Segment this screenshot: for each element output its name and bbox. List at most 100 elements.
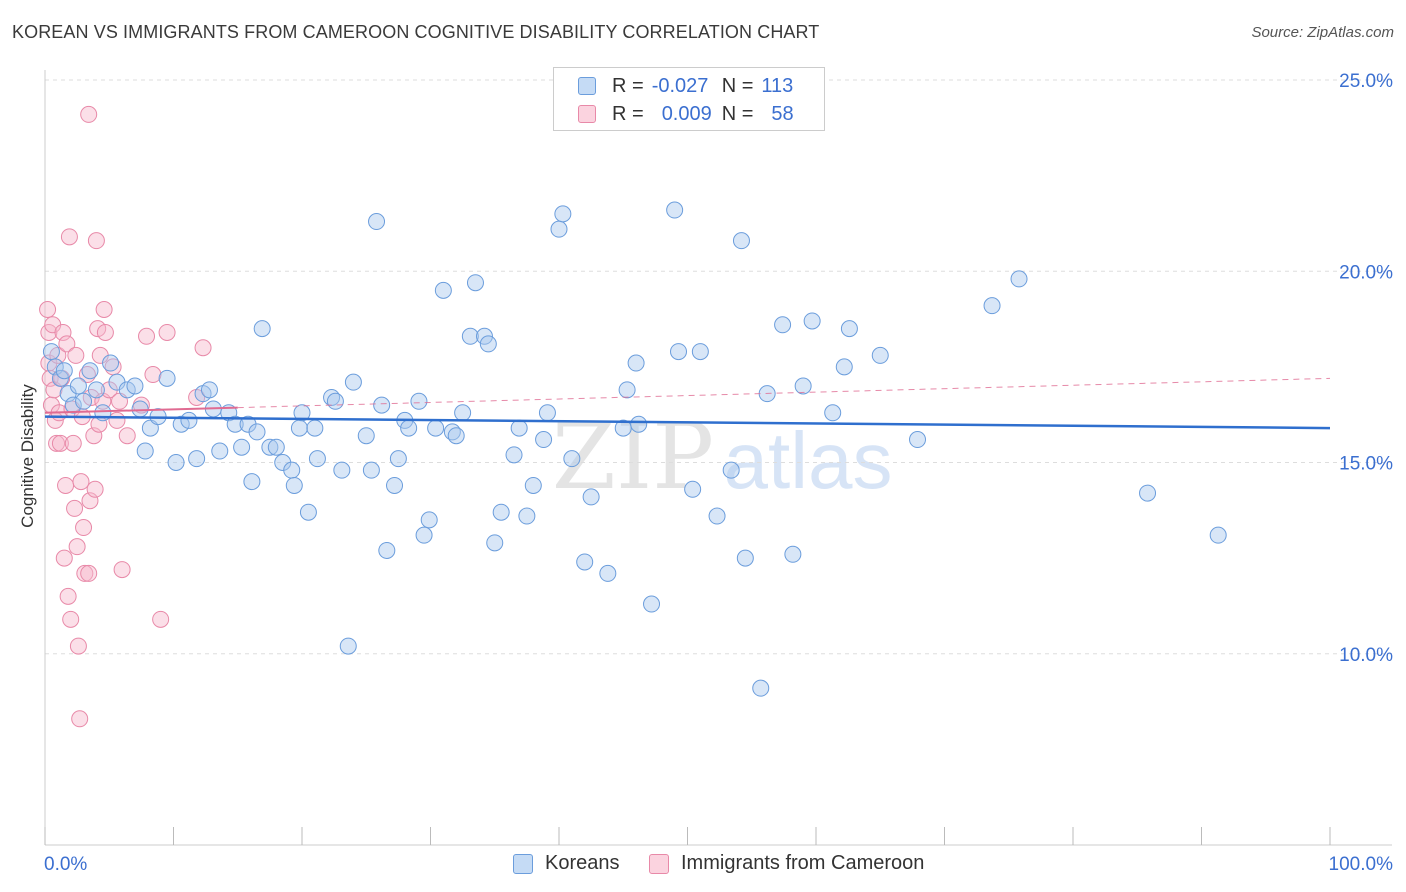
data-point-koreans (554, 205, 572, 223)
data-point-cameroon (194, 339, 212, 357)
data-point-koreans (344, 373, 362, 391)
data-point-koreans (267, 438, 285, 456)
data-point-koreans (784, 545, 802, 563)
data-point-koreans (136, 442, 154, 460)
data-point-koreans (326, 392, 344, 410)
data-point-koreans (308, 450, 326, 468)
n-label: N = (721, 102, 754, 125)
legend-item-cameroon[interactable]: Immigrants from Cameroon (649, 852, 924, 875)
data-point-koreans (211, 442, 229, 460)
data-point-koreans (293, 404, 311, 422)
chart-title: KOREAN VS IMMIGRANTS FROM CAMEROON COGNI… (12, 22, 820, 42)
data-point-koreans (1139, 484, 1157, 502)
data-point-koreans (510, 419, 528, 437)
data-point-cameroon (66, 499, 84, 517)
data-point-koreans (538, 404, 556, 422)
series-legend: Koreans Immigrants from Cameroon (0, 852, 1406, 878)
data-point-cameroon (51, 434, 69, 452)
data-point-koreans (835, 358, 853, 376)
data-point-koreans (486, 534, 504, 552)
data-point-cameroon (54, 323, 72, 341)
legend-item-koreans[interactable]: Koreans (513, 852, 620, 875)
data-point-koreans (42, 343, 60, 361)
data-point-koreans (630, 415, 648, 433)
data-point-cameroon (71, 710, 89, 728)
x-tick-label: 100.0% (1329, 854, 1394, 875)
data-point-koreans (803, 312, 821, 330)
y-tick-label: 20.0% (1339, 262, 1393, 283)
data-point-koreans (524, 476, 542, 494)
data-point-koreans (722, 461, 740, 479)
trendline-koreans (44, 415, 1331, 430)
data-point-cameroon (76, 564, 94, 582)
data-point-koreans (306, 419, 324, 437)
koreans-legend-label: Koreans (545, 852, 620, 874)
data-point-koreans (563, 450, 581, 468)
data-point-cameroon (67, 346, 85, 364)
data-point-koreans (535, 431, 553, 449)
data-point-koreans (909, 431, 927, 449)
data-point-koreans (666, 201, 684, 219)
data-point-cameroon (40, 323, 58, 341)
source-credit: Source: ZipAtlas.com (1251, 24, 1394, 41)
data-point-koreans (248, 423, 266, 441)
y-axis-label: Cognitive Disability (18, 384, 37, 528)
data-point-koreans (180, 411, 198, 429)
data-point-koreans (643, 595, 661, 613)
data-point-koreans (576, 553, 594, 571)
data-point-koreans (684, 480, 702, 498)
data-point-koreans (505, 446, 523, 464)
data-point-cameroon (80, 105, 98, 123)
data-point-koreans (475, 327, 493, 345)
data-point-koreans (362, 461, 380, 479)
data-point-cameroon (118, 427, 136, 445)
data-point-koreans (708, 507, 726, 525)
data-point-koreans (378, 541, 396, 559)
data-point-koreans (840, 320, 858, 338)
data-point-cameroon (59, 587, 77, 605)
data-point-koreans (226, 415, 244, 433)
data-point-cameroon (72, 473, 90, 491)
data-point-cameroon (39, 301, 57, 318)
data-point-koreans (285, 476, 303, 494)
data-point-koreans (333, 461, 351, 479)
cameroon-legend-swatch (649, 853, 669, 874)
data-point-koreans (410, 392, 428, 410)
trendline-cameroon-solid (44, 406, 238, 414)
cameroon-n-value: 58 (771, 102, 794, 125)
data-point-koreans (691, 343, 709, 361)
data-point-cameroon (60, 228, 78, 246)
legend-row-cameroon: R = 0.009 N = 58 (578, 101, 801, 127)
data-point-koreans (64, 396, 82, 414)
data-point-cameroon (87, 232, 105, 250)
r-label: R = (612, 74, 644, 97)
data-point-koreans (368, 213, 386, 231)
data-point-koreans (466, 274, 484, 292)
data-point-koreans (167, 454, 185, 471)
data-point-koreans (871, 346, 889, 364)
data-point-cameroon (138, 327, 156, 345)
x-tick-label: 0.0% (44, 854, 87, 875)
data-point-koreans (736, 549, 754, 567)
data-point-cameroon (80, 564, 98, 582)
data-point-koreans (454, 404, 472, 422)
data-point-cameroon (62, 610, 80, 628)
y-tick-label: 25.0% (1339, 71, 1393, 92)
data-point-koreans (461, 327, 479, 345)
data-point-koreans (87, 381, 105, 399)
koreans-swatch (578, 77, 596, 95)
data-point-koreans (51, 369, 69, 387)
data-point-koreans (158, 369, 176, 387)
data-point-koreans (389, 450, 407, 468)
data-point-koreans (492, 503, 510, 521)
data-point-koreans (427, 419, 445, 437)
data-point-cameroon (108, 411, 126, 429)
data-point-koreans (290, 419, 308, 437)
y-tick-label: 10.0% (1339, 645, 1393, 666)
data-point-cameroon (158, 323, 176, 341)
data-point-koreans (618, 381, 636, 399)
data-point-koreans (732, 232, 750, 250)
data-point-cameroon (75, 519, 93, 537)
data-point-koreans (172, 415, 190, 433)
